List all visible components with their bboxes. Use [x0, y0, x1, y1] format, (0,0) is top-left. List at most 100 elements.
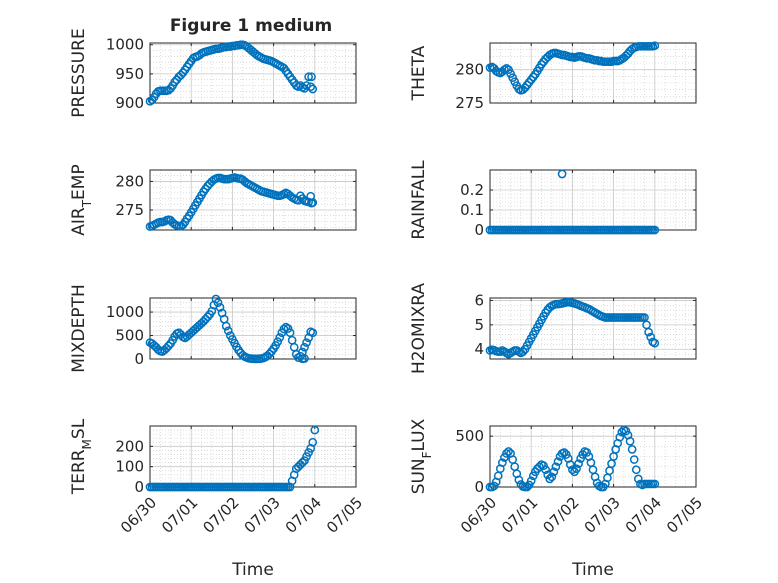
data-point [650, 479, 660, 489]
y-axis-label-main: SUN [409, 458, 429, 494]
y-axis-label-subscript: T [80, 199, 94, 208]
y-tick-label: 200 [115, 437, 144, 455]
data-point [502, 449, 511, 458]
subplot-6: 4 5 6 H2OMIXRA [409, 283, 697, 374]
y-tick-label: 4 [474, 340, 484, 358]
y-axis-label: AIRTEMP [69, 164, 94, 235]
axes-box [149, 42, 357, 104]
y-tick-label: 100 [115, 458, 144, 476]
y-tick-label: 950 [115, 65, 144, 83]
y-tick-label: 1000 [106, 36, 144, 54]
y-axis-label: RAINFALL [409, 160, 429, 240]
y-tick-label: 6 [474, 291, 484, 309]
data-point [298, 458, 307, 467]
y-tick-label: 500 [455, 427, 484, 445]
y-axis-label-subscript: F [420, 451, 434, 458]
data-point [307, 198, 316, 208]
data-point [164, 341, 173, 351]
data-point [574, 459, 583, 468]
x-axis-label: Time [571, 560, 614, 580]
y-axis-label-subscript: M [80, 439, 94, 449]
data-point [557, 169, 567, 179]
series-markers [145, 425, 320, 492]
data-point [526, 476, 536, 486]
data-point [541, 465, 550, 475]
data-point [298, 354, 307, 364]
data-point [215, 303, 225, 312]
y-axis-label-main: AIR [69, 207, 89, 236]
data-point [644, 327, 653, 337]
data-point [514, 475, 524, 485]
data-point [650, 41, 660, 51]
data-point [633, 474, 643, 484]
data-point [627, 445, 637, 454]
data-point [285, 328, 295, 338]
y-tick-label: 275 [455, 94, 484, 112]
data-point [629, 455, 639, 464]
x-axis-label: Time [231, 560, 274, 580]
data-point [308, 328, 318, 338]
series-markers [145, 40, 318, 106]
data-point [545, 474, 555, 484]
data-point [302, 338, 311, 347]
y-axis-label-main: TERR [69, 449, 89, 495]
y-axis-label: SUNFLUX [409, 418, 434, 494]
series-markers [485, 169, 660, 235]
data-point [518, 347, 528, 357]
data-point [300, 342, 309, 352]
data-point [273, 337, 283, 346]
y-tick-label: 1000 [106, 303, 144, 321]
series-markers [145, 294, 318, 364]
y-axis-label: MIXDEPTH [69, 284, 89, 373]
y-tick-label: 0 [134, 478, 144, 496]
data-point [547, 472, 557, 482]
y-axis-label-rest: LUX [409, 418, 429, 451]
data-point [307, 72, 316, 82]
y-axis-label: THETA [409, 45, 429, 101]
data-point [306, 82, 316, 92]
y-tick-label: 0.1 [460, 201, 484, 219]
series-markers [485, 297, 660, 359]
subplot-4: 0 0.1 0.2 RAINFALL [409, 160, 697, 240]
data-point [265, 349, 274, 359]
data-point [572, 464, 581, 474]
axes-box [489, 42, 697, 104]
data-point [522, 482, 532, 492]
y-tick-label: 5 [474, 316, 484, 334]
data-point [549, 467, 559, 477]
axes-box [489, 425, 697, 488]
y-tick-label: 500 [115, 327, 144, 345]
y-tick-label: 280 [115, 172, 144, 190]
figure-title: Figure 1 medium [170, 16, 332, 36]
y-tick-label: 275 [115, 201, 144, 219]
y-axis-label: TERRMSL [69, 418, 94, 495]
data-point [615, 432, 625, 442]
data-point [310, 425, 320, 435]
data-point [176, 70, 186, 80]
y-tick-label: 0.2 [460, 181, 484, 199]
y-tick-label: 0 [474, 221, 484, 239]
y-axis-label: PRESSURE [69, 28, 89, 117]
series-markers [485, 425, 660, 492]
axes-box [149, 169, 357, 231]
y-tick-label: 0 [134, 350, 144, 368]
data-point [170, 77, 180, 87]
data-point [631, 465, 641, 475]
data-point [203, 312, 213, 322]
data-point [283, 324, 293, 333]
data-point [498, 458, 507, 467]
data-point [559, 448, 569, 457]
series-markers [485, 41, 660, 95]
y-axis-label-rest: EMP [69, 164, 89, 200]
data-point [504, 447, 513, 456]
series-markers [145, 173, 318, 231]
data-point [650, 338, 660, 348]
data-point [308, 84, 318, 94]
data-point [153, 345, 163, 354]
data-point [646, 332, 656, 342]
y-axis-label-rest: SL [69, 418, 89, 439]
data-point [304, 72, 313, 82]
data-point [279, 324, 289, 334]
data-point [275, 333, 285, 342]
